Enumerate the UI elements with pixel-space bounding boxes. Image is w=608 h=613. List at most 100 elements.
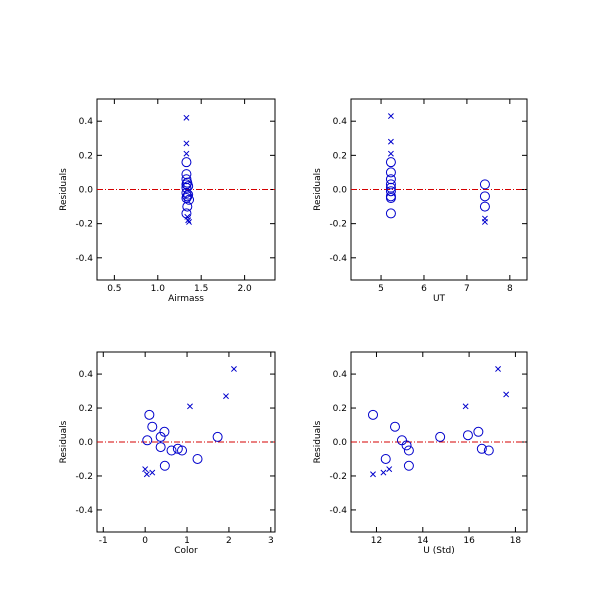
data-point-circle — [159, 460, 170, 471]
y-tick-label: -0.4 — [75, 254, 93, 264]
data-point-circle — [390, 421, 400, 432]
chart-panel-3: -1 0 1 2 3 -0.4 -0.2 0.0 0.2 0.4 Color Residuals — [59, 351, 276, 556]
data-point-cross — [462, 403, 469, 410]
data-point-cross — [495, 366, 502, 372]
data-point-circle — [142, 435, 153, 446]
x-tick-label: 12 — [371, 536, 382, 546]
data-point-circle — [212, 431, 223, 442]
y-tick-label: -0.2 — [329, 220, 347, 230]
y-tick-label: 0.2 — [333, 404, 347, 414]
y-tick-label: 0.2 — [333, 151, 347, 161]
x-axis-label: Color — [174, 546, 198, 556]
y-axis-label: Residuals — [59, 168, 69, 211]
y-tick-label: -0.2 — [75, 472, 93, 482]
x-axis-label: Airmass — [168, 294, 204, 304]
y-tick-label: 0.0 — [79, 186, 94, 196]
x-tick-label: 0.5 — [107, 284, 121, 294]
y-axis-label: Residuals — [313, 168, 323, 211]
y-tick-label: 0.4 — [333, 117, 348, 127]
data-point-circle — [192, 453, 203, 464]
y-tick-label: 0.0 — [333, 186, 348, 196]
data-point-circle — [473, 426, 484, 437]
x-tick-label: 0 — [142, 536, 148, 546]
data-point-cross — [380, 469, 387, 476]
x-tick-label: 7 — [464, 284, 470, 294]
y-tick-label: 0.0 — [333, 438, 348, 448]
data-point-cross — [503, 391, 510, 398]
x-tick-label: 6 — [421, 284, 427, 294]
data-point-circle — [479, 191, 490, 202]
data-point-circle — [385, 167, 396, 178]
data-point-circle — [159, 426, 170, 437]
x-tick-label: 16 — [463, 536, 475, 546]
y-tick-label: -0.4 — [75, 506, 93, 516]
x-tick-label: 5 — [378, 284, 384, 294]
x-tick-label: 3 — [268, 536, 274, 546]
x-tick-label: 18 — [510, 536, 522, 546]
data-point-circle — [177, 445, 188, 456]
data-point-cross — [185, 217, 192, 224]
data-point-circle — [380, 453, 391, 464]
data-point-circle — [385, 193, 396, 204]
y-tick-label: 0.2 — [79, 151, 93, 161]
data-point-circle — [144, 409, 155, 420]
data-point-circle — [385, 179, 396, 190]
data-point-circle — [403, 460, 414, 471]
data-point-circle — [147, 421, 158, 432]
data-point-cross — [186, 218, 192, 225]
data-point-circle — [385, 157, 396, 168]
data-point-cross — [231, 366, 237, 372]
data-point-circle — [184, 194, 195, 205]
data-point-cross — [386, 466, 393, 473]
data-point-cross — [149, 469, 156, 476]
y-tick-label: -0.4 — [329, 506, 347, 516]
y-tick-label: 0.4 — [79, 370, 94, 380]
data-point-circle — [368, 409, 378, 420]
data-point-circle — [401, 440, 412, 451]
data-point-circle — [385, 208, 396, 219]
chart-panel-1: 0.5 1.0 1.5 2.0 -0.4 -0.2 0.0 0.2 0.4 Airmass Resi… — [59, 98, 276, 304]
data-point-circle — [435, 431, 446, 442]
data-point-cross — [387, 138, 394, 145]
data-point-circle — [172, 443, 183, 454]
x-tick-label: 8 — [507, 284, 513, 294]
x-axis-label: UT — [433, 294, 446, 304]
y-tick-label: 0.0 — [79, 438, 94, 448]
data-point-cross — [142, 466, 149, 473]
x-tick-label: 1.0 — [151, 284, 166, 294]
data-point-circle — [182, 201, 193, 212]
chart-panel-4: 12 14 16 18 -0.4 -0.2 0.0 0.2 0.4 U (Std) Residual… — [313, 351, 528, 556]
y-tick-label: 0.4 — [79, 117, 94, 127]
y-tick-label: -0.2 — [75, 220, 93, 230]
y-axis-label: Residuals — [59, 420, 69, 463]
x-tick-label: 2 — [226, 536, 232, 546]
data-point-circle — [462, 430, 473, 441]
data-point-cross — [143, 471, 150, 478]
data-point-cross — [187, 403, 193, 410]
x-tick-label: 2.0 — [237, 284, 252, 294]
y-tick-label: -0.2 — [329, 472, 347, 482]
data-point-cross — [387, 113, 394, 120]
y-tick-label: -0.4 — [329, 254, 347, 264]
x-axis-label: U (Std) — [423, 546, 454, 556]
data-point-circle — [155, 442, 166, 453]
data-point-cross — [183, 140, 190, 147]
data-point-circle — [166, 445, 177, 456]
data-point-cross — [370, 471, 376, 478]
data-point-circle — [155, 431, 166, 442]
data-point-circle — [181, 157, 192, 168]
data-point-cross — [184, 213, 191, 220]
data-point-cross — [183, 114, 190, 121]
y-tick-label: 0.2 — [79, 404, 93, 414]
x-tick-label: 1.5 — [194, 284, 208, 294]
data-point-circle — [483, 445, 494, 456]
x-tick-label: -1 — [99, 536, 108, 546]
y-axis-label: Residuals — [313, 420, 323, 463]
data-point-cross — [481, 218, 488, 225]
data-point-cross — [223, 393, 229, 400]
data-point-circle — [479, 179, 490, 190]
y-tick-label: 0.4 — [333, 370, 348, 380]
data-point-cross — [183, 150, 190, 157]
